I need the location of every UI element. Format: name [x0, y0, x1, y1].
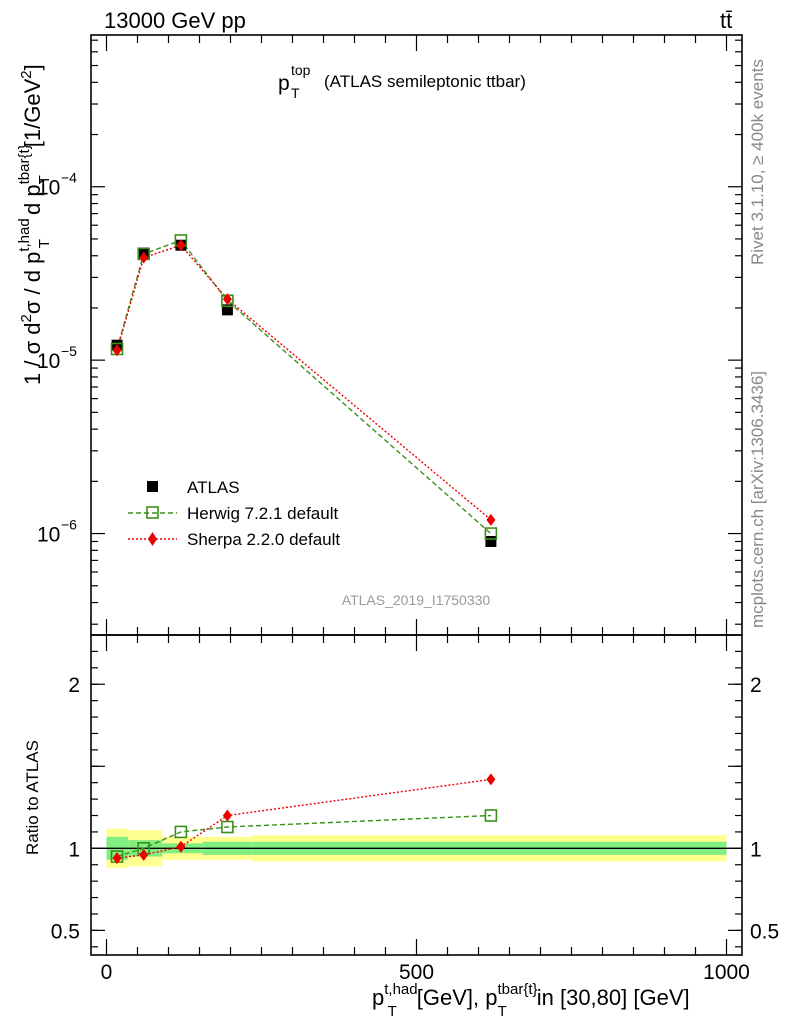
x-tick-label: 1000	[703, 961, 750, 984]
ratio-ylabel: Ratio to ATLAS	[23, 740, 42, 855]
legend-sherpa-marker	[148, 532, 157, 546]
rivet-label: Rivet 3.1.10, ≥ 400k events	[748, 59, 767, 265]
legend: ATLAS Herwig 7.2.1 default Sherpa 2.2.0 …	[128, 478, 340, 549]
title-sup: top	[291, 62, 311, 78]
title-rest: (ATLAS semileptonic ttbar)	[324, 72, 526, 91]
legend-herwig-marker	[146, 506, 159, 519]
y-tick-exponent: −5	[61, 343, 77, 359]
title-main: p	[278, 72, 290, 95]
sherpa-line	[116, 244, 492, 521]
ratio-y-tick-label-right: 1	[750, 838, 762, 861]
sherpa-ratio-point	[486, 773, 496, 786]
sherpa-ratio-point	[139, 848, 149, 861]
sherpa-point	[112, 344, 122, 357]
process-label: tt̄	[720, 8, 732, 33]
atlas-point	[221, 304, 233, 316]
legend-atlas-marker	[147, 481, 158, 492]
sherpa-point	[486, 513, 496, 526]
ratio-series	[110, 773, 498, 865]
title-sub: T	[291, 85, 300, 101]
analysis-id: ATLAS_2019_I1750330	[342, 592, 491, 608]
ratio-panel-frame	[90, 634, 743, 956]
sherpa-point	[139, 251, 149, 264]
x-axis-label: pt,had T[GeV], ptbar{t} Tin [30,80] [GeV]	[372, 981, 690, 1020]
sherpa-ratio-point	[222, 809, 232, 822]
y-tick-exponent: −6	[61, 517, 77, 533]
ratio-y-tick-label: 0.5	[51, 920, 80, 943]
atlas-point	[485, 535, 497, 547]
herwig-ratio-line	[116, 814, 491, 858]
legend-sherpa-label: Sherpa 2.2.0 default	[187, 530, 340, 549]
ratio-y-tick-label-right: 2	[750, 674, 762, 697]
legend-herwig-label: Herwig 7.2.1 default	[187, 504, 338, 523]
x-tick-label: 0	[101, 961, 113, 984]
x-ticks: 0 500 1000	[101, 35, 750, 984]
y-tick-label: 10	[37, 524, 60, 547]
x-tick-label: 500	[399, 961, 434, 984]
main-y-ticks: 10−610−510−4	[37, 39, 742, 625]
ratio-y-tick-label-right: 0.5	[750, 920, 779, 943]
y-tick-exponent: −4	[61, 170, 77, 186]
url-label: mcplots.cern.ch [arXiv:1306.3436]	[748, 371, 767, 628]
energy-label: 13000 GeV pp	[104, 8, 246, 33]
herwig-point	[484, 527, 498, 540]
herwig-line	[116, 239, 492, 535]
herwig-ratio-point	[484, 809, 498, 822]
ratio-y-tick-label: 1	[68, 838, 80, 861]
y-tick-label: 10	[37, 177, 60, 200]
sherpa-point	[222, 293, 232, 306]
ratio-y-ticks: 0.5 0.5 1 1 2 2	[51, 650, 779, 948]
sherpa-ratio-point	[176, 840, 186, 853]
sherpa-ratio-point	[112, 852, 122, 865]
main-ylabel: 1 / σ d2σ / d pt,had T d ptbar{t} T[1/GeV2…	[16, 64, 53, 385]
y-tick-label: 10	[37, 350, 60, 373]
main-title: p top T (ATLAS semileptonic ttbar)	[278, 62, 526, 101]
ratio-y-tick-label: 2	[68, 674, 80, 697]
main-series	[110, 234, 498, 547]
herwig-ratio-point	[174, 825, 188, 839]
legend-atlas-label: ATLAS	[187, 478, 240, 497]
sherpa-point	[176, 239, 186, 252]
